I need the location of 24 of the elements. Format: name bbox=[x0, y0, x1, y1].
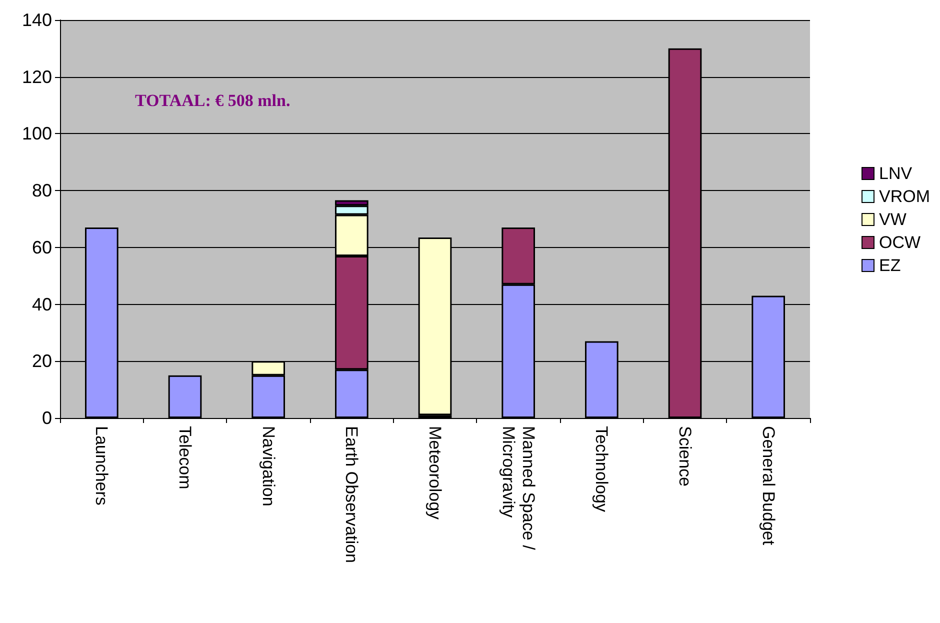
y-tick-label: 140 bbox=[22, 10, 52, 30]
y-tick-label: 40 bbox=[32, 294, 52, 314]
x-tick-label: Launchers bbox=[92, 426, 112, 506]
x-tick-label: Telecom bbox=[176, 426, 194, 490]
x-tick-label: Navigation bbox=[258, 426, 278, 506]
bar bbox=[168, 375, 202, 418]
legend-label: OCW bbox=[879, 233, 921, 252]
x-tick-label: Earth Observation bbox=[342, 426, 362, 564]
x-tick-label: Science bbox=[676, 426, 694, 486]
y-tick-label: 80 bbox=[32, 180, 52, 201]
x-tick-label: General Budget bbox=[758, 426, 778, 546]
annotation: TOTAAL: € 508 mln. bbox=[135, 91, 290, 110]
y-tick-label: 120 bbox=[22, 66, 52, 87]
legend-label: LNV bbox=[879, 164, 913, 183]
y-tick-label: 60 bbox=[32, 237, 52, 258]
y-tick-label: 20 bbox=[32, 351, 52, 372]
legend-label: EZ bbox=[879, 256, 901, 275]
y-tick-label: 100 bbox=[22, 124, 52, 144]
x-tick-label: Technology bbox=[592, 426, 612, 513]
legend-label: VW bbox=[879, 210, 906, 229]
x-tick-label: Meteorology bbox=[426, 426, 444, 520]
y-tick-label: 0 bbox=[42, 408, 52, 428]
x-tick-label: Manned Space / Microgravity bbox=[498, 426, 538, 555]
legend-label: VROM bbox=[879, 187, 930, 206]
